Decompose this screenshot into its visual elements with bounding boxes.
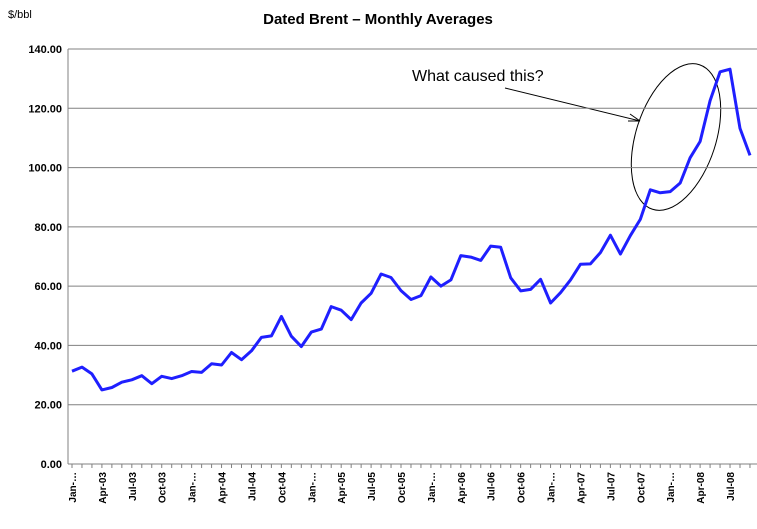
x-tick-label: Jul-06 bbox=[487, 472, 498, 501]
x-tick-label: Jan-… bbox=[307, 472, 318, 503]
x-tick-label: Jul-04 bbox=[247, 472, 258, 501]
x-tick-label: Oct-03 bbox=[158, 472, 169, 504]
x-tick-label: Jan-… bbox=[68, 472, 79, 503]
y-tick-label: 60.00 bbox=[34, 281, 62, 293]
x-tick-label: Jan-… bbox=[547, 472, 558, 503]
annotation-ellipse bbox=[630, 63, 722, 211]
data-line bbox=[71, 67, 752, 392]
x-tick-label: Oct-05 bbox=[397, 472, 408, 504]
y-tick-label: 120.00 bbox=[28, 103, 62, 115]
y-tick-label: 100.00 bbox=[28, 163, 62, 175]
y-tick-label: 140.00 bbox=[28, 44, 62, 56]
x-tick-label: Apr-08 bbox=[696, 472, 707, 504]
arrow-head bbox=[628, 113, 641, 122]
y-tick-label: 20.00 bbox=[34, 400, 62, 412]
annotation: What caused this? bbox=[412, 68, 544, 85]
x-tick-label: Oct-06 bbox=[517, 472, 528, 504]
y-axis-label: $/bbl bbox=[8, 9, 32, 21]
x-tick-label: Jul-03 bbox=[128, 472, 139, 501]
x-tick-label: Oct-04 bbox=[277, 472, 288, 504]
y-tick-label: 80.00 bbox=[34, 222, 62, 234]
x-tick-label: Apr-07 bbox=[576, 472, 587, 504]
x-tick-label: Jan-… bbox=[188, 472, 199, 503]
y-tick-label: 40.00 bbox=[34, 340, 62, 352]
x-tick-label: Jan-… bbox=[427, 472, 438, 503]
x-tick-label: Apr-03 bbox=[98, 472, 109, 504]
annotation-arrow bbox=[504, 87, 641, 122]
x-tick-label: Jan-… bbox=[666, 472, 677, 503]
x-tick-label: Apr-04 bbox=[218, 472, 229, 504]
x-tick-label: Oct-07 bbox=[636, 472, 647, 504]
x-tick-label: Jul-05 bbox=[367, 472, 378, 501]
x-tick-label: Jul-08 bbox=[726, 472, 737, 501]
chart-title: Dated Brent – Monthly Averages bbox=[263, 11, 493, 28]
y-tick-label: 0.00 bbox=[41, 459, 62, 471]
x-tick-label: Jul-07 bbox=[606, 472, 617, 501]
x-tick-label: Apr-06 bbox=[457, 472, 468, 504]
x-tick-label: Apr-05 bbox=[337, 472, 348, 504]
